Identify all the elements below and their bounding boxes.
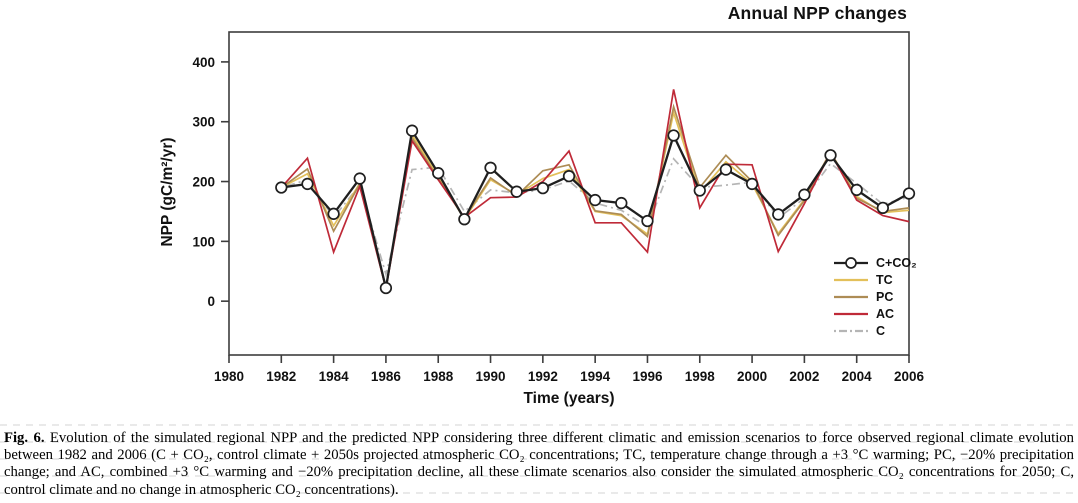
scan-artifact-line bbox=[0, 424, 1078, 426]
x-tick-label: 2000 bbox=[737, 369, 767, 384]
x-tick-label: 1998 bbox=[685, 369, 716, 384]
legend-label: C+CO₂ bbox=[876, 256, 917, 270]
data-point-marker bbox=[510, 185, 523, 198]
data-point-marker bbox=[432, 167, 445, 180]
data-point-marker bbox=[353, 172, 366, 185]
y-axis-label: NPP (gC/m²/yr) bbox=[159, 137, 176, 247]
legend-item-ac: AC bbox=[833, 307, 917, 321]
npp-line-chart: 0 100 200 300 400 1980 1982 1984 1986 1988 1990 199… bbox=[192, 31, 925, 384]
x-tick-label: 1984 bbox=[319, 369, 350, 384]
x-tick-label: 1994 bbox=[580, 369, 611, 384]
data-point-marker bbox=[745, 177, 759, 191]
data-point-marker bbox=[615, 196, 628, 210]
figure-caption: Fig. 6. Evolution of the simulated regio… bbox=[4, 430, 1074, 499]
x-tick-label: 1986 bbox=[371, 369, 402, 384]
data-point-marker bbox=[641, 214, 654, 228]
y-tick-label: 100 bbox=[192, 234, 215, 249]
legend-item-pc: PC bbox=[833, 290, 917, 304]
caption-text: Evolution of the simulated regional NPP … bbox=[4, 430, 1074, 498]
x-tick-label: 1992 bbox=[528, 369, 558, 384]
data-point-marker bbox=[719, 163, 733, 176]
y-tick-label: 0 bbox=[207, 294, 215, 309]
chart-legend: C+CO₂ TC PC AC C bbox=[833, 256, 917, 338]
legend-label: PC bbox=[876, 290, 894, 304]
x-tick-label: 1996 bbox=[632, 369, 663, 384]
data-point-marker bbox=[379, 281, 393, 295]
data-point-marker bbox=[405, 124, 419, 137]
chart-title: Annual NPP changes bbox=[727, 3, 907, 23]
caption-fig-label: Fig. 6. bbox=[4, 430, 45, 446]
legend-item-tc: TC bbox=[833, 273, 917, 287]
data-point-marker bbox=[667, 129, 680, 142]
legend-label: C bbox=[876, 324, 886, 338]
x-tick-label: 1980 bbox=[214, 369, 244, 384]
x-tick-label: 1990 bbox=[476, 369, 506, 384]
y-tick-label: 200 bbox=[192, 175, 215, 190]
x-tick-label: 1988 bbox=[423, 369, 454, 384]
legend-label: AC bbox=[876, 307, 895, 321]
data-point-marker bbox=[458, 213, 471, 226]
data-point-marker bbox=[824, 149, 837, 162]
data-point-marker bbox=[562, 170, 576, 183]
y-tick-label: 400 bbox=[192, 55, 215, 70]
legend-swatch bbox=[834, 278, 868, 282]
data-point-marker bbox=[536, 181, 549, 195]
series-line-ac bbox=[280, 89, 910, 289]
x-tick-label: 2006 bbox=[894, 369, 925, 384]
data-point-marker bbox=[589, 193, 602, 207]
data-point-marker bbox=[484, 161, 497, 174]
x-tick-label: 1982 bbox=[266, 369, 296, 384]
legend-item-cco: C+CO₂ bbox=[833, 256, 917, 270]
legend-swatch bbox=[834, 312, 868, 316]
data-point-marker bbox=[275, 181, 288, 194]
data-point-marker bbox=[693, 184, 706, 197]
x-tick-label: 2002 bbox=[789, 369, 819, 384]
data-point-marker bbox=[876, 201, 889, 215]
legend-swatch bbox=[834, 329, 868, 333]
legend-swatch bbox=[834, 257, 868, 269]
data-point-marker bbox=[798, 188, 811, 201]
legend-label: TC bbox=[876, 273, 893, 287]
data-point-marker bbox=[301, 177, 314, 191]
data-point-marker bbox=[850, 183, 863, 197]
legend-marker-circle bbox=[845, 257, 857, 269]
data-point-marker bbox=[327, 207, 340, 220]
data-point-marker bbox=[772, 208, 785, 221]
data-point-marker bbox=[902, 187, 916, 200]
legend-swatch bbox=[834, 295, 868, 299]
legend-item-c: C bbox=[833, 324, 917, 338]
x-axis-label: Time (years) bbox=[523, 390, 615, 407]
series-line-c bbox=[281, 157, 910, 278]
y-tick-label: 300 bbox=[192, 115, 215, 130]
x-tick-label: 2004 bbox=[842, 369, 873, 384]
